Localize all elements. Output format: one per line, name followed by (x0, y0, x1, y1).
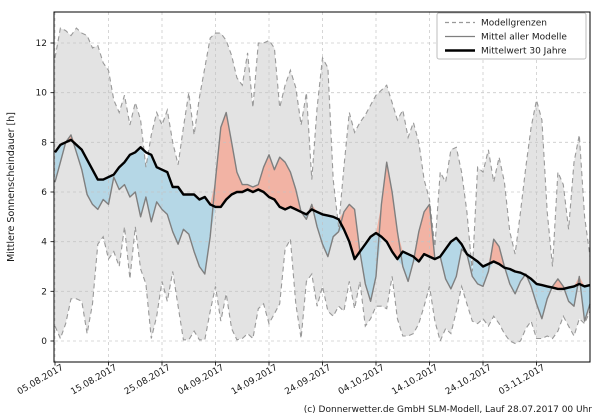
whiteout-above-band (55, 12, 590, 272)
model-mean-line (54, 111, 591, 322)
y-axis-title: Mittlere Sonnenscheindauer [h] (6, 112, 17, 262)
y-tick-label: 8 (41, 138, 47, 148)
y-tick-label: 10 (36, 89, 48, 99)
x-tick-label: 14.09.2017 (230, 363, 280, 397)
x-tick-label: 24.10.2017 (444, 363, 494, 397)
legend-item: Modellgrenzen (445, 19, 547, 29)
legend-label: Modellgrenzen (481, 19, 547, 29)
climate-mean-line (54, 138, 591, 291)
x-tick-label: 05.08.2017 (16, 363, 66, 397)
legend-label: Mittel aller Modelle (481, 33, 567, 43)
model-range-upper-boundary (54, 27, 591, 272)
x-tick-label: 04.10.2017 (337, 363, 387, 397)
plot-frame (53, 11, 591, 363)
legend-item: Mittel aller Modelle (445, 33, 567, 43)
x-tick-label: 03.11.2017 (497, 363, 547, 397)
x-tick-label: 24.09.2017 (283, 363, 333, 397)
y-tick-label: 0 (41, 337, 47, 347)
chart-legend: Modellgrenzen Mittel aller Modelle Mittelw… (436, 12, 587, 60)
y-tick-label: 4 (41, 238, 47, 248)
legend-label: Mittelwert 30 Jahre (481, 47, 567, 57)
model-range-lower-boundary (54, 226, 591, 345)
y-tick-label: 12 (36, 39, 47, 49)
y-tick-label: 2 (41, 287, 47, 297)
x-tick-label: 15.08.2017 (69, 363, 119, 397)
y-tick-label: 6 (41, 188, 47, 198)
x-tick-label: 04.09.2017 (176, 363, 226, 397)
x-tick-label: 14.10.2017 (390, 363, 440, 397)
x-tick-label: 25.08.2017 (123, 363, 173, 397)
copyright-text: (c) Donnerwetter.de GmbH SLM-Modell, Lau… (304, 405, 593, 415)
legend-box (436, 12, 587, 60)
legend-item: Mittelwert 30 Jahre (445, 47, 567, 57)
